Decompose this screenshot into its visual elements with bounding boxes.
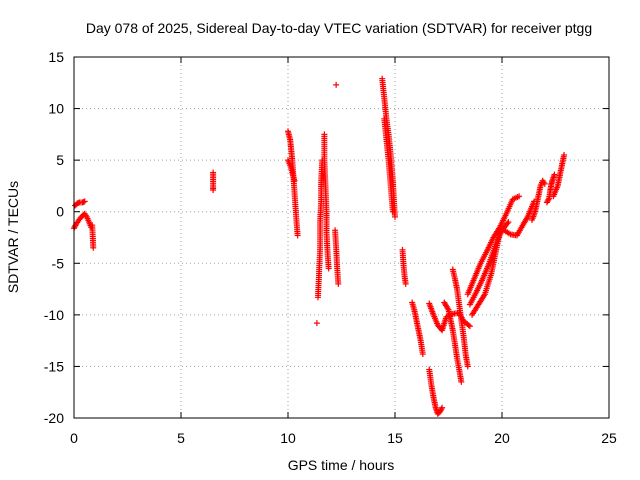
x-tick-label: 20 xyxy=(494,430,510,446)
y-tick-label: -10 xyxy=(44,307,64,323)
y-tick-label: -5 xyxy=(52,255,65,271)
y-tick-label: 15 xyxy=(48,49,64,65)
data-point xyxy=(402,280,409,287)
x-tick-label: 25 xyxy=(601,430,617,446)
data-point xyxy=(516,193,523,200)
data-point xyxy=(291,177,298,184)
data-point xyxy=(335,280,342,287)
data-point xyxy=(313,320,320,327)
data-point xyxy=(325,265,332,272)
data-point xyxy=(504,220,511,227)
data-point xyxy=(551,171,558,178)
data-point xyxy=(333,81,340,88)
data-point xyxy=(496,229,503,236)
x-axis-label: GPS time / hours xyxy=(288,457,395,473)
y-tick-label: -20 xyxy=(44,410,64,426)
plot-frame xyxy=(73,56,610,419)
data-point xyxy=(505,219,512,226)
data-point xyxy=(464,363,471,370)
data-point xyxy=(465,322,472,329)
axis-ticks: 0 5 10 15 20 25 -20 -15 -10 -5 0 5 10 15 xyxy=(44,49,617,446)
data-point xyxy=(439,404,446,411)
data-points xyxy=(71,75,568,417)
y-tick-label: 5 xyxy=(56,152,64,168)
grid-lines xyxy=(74,57,609,418)
data-point xyxy=(210,187,217,194)
data-point xyxy=(438,406,445,413)
y-tick-label: -15 xyxy=(44,358,64,374)
y-axis-label: SDTVAR / TECUs xyxy=(5,181,21,293)
data-point xyxy=(419,351,426,358)
x-tick-label: 5 xyxy=(177,430,185,446)
data-point xyxy=(545,196,552,203)
x-tick-label: 0 xyxy=(70,430,78,446)
data-point xyxy=(458,378,465,385)
data-point xyxy=(541,180,548,187)
data-point xyxy=(466,323,473,330)
data-point xyxy=(561,151,568,158)
data-point xyxy=(294,232,301,239)
data-point xyxy=(90,244,97,251)
data-point xyxy=(392,213,398,220)
x-tick-label: 10 xyxy=(280,430,296,446)
x-tick-label: 15 xyxy=(387,430,403,446)
data-point xyxy=(81,198,88,205)
chart-title: Day 078 of 2025, Sidereal Day-to-day VTE… xyxy=(86,20,592,36)
y-tick-label: 10 xyxy=(48,101,64,117)
y-tick-label: 0 xyxy=(56,204,64,220)
data-point xyxy=(389,208,396,215)
